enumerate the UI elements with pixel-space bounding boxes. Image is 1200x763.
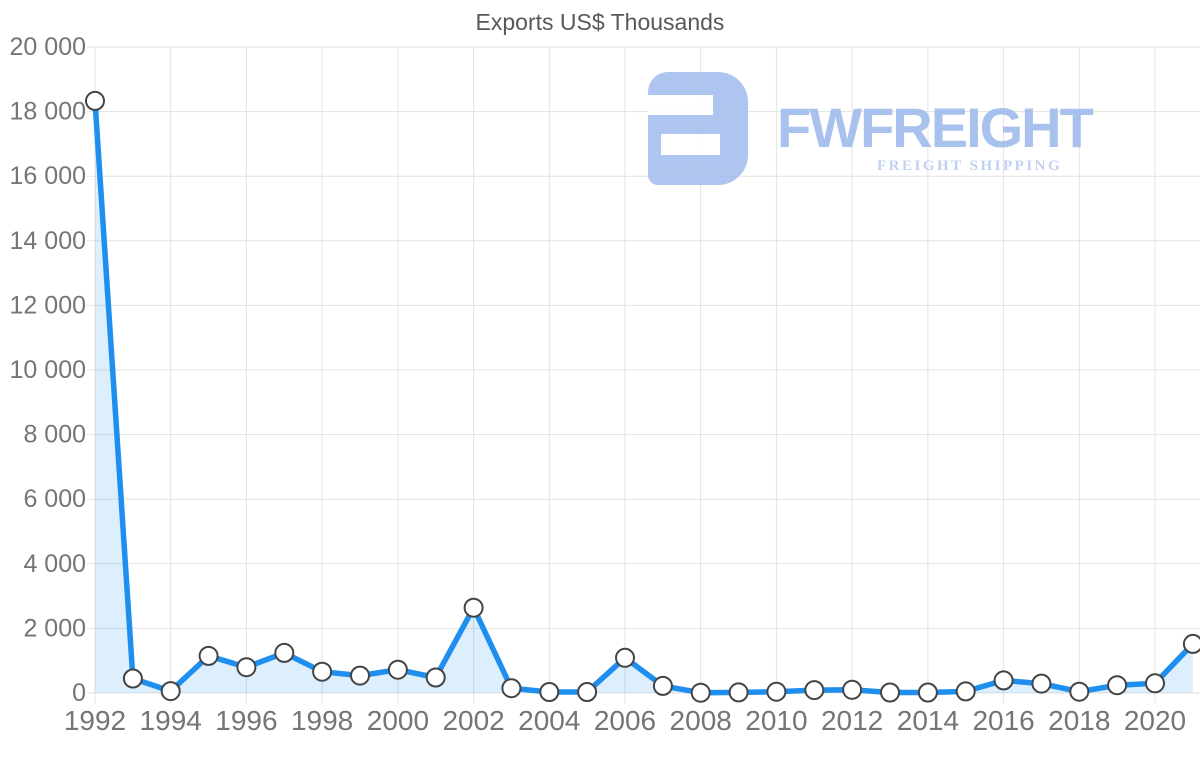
x-tick-label: 2006: [594, 705, 656, 736]
x-tick-label: 2020: [1124, 705, 1186, 736]
data-point-2012[interactable]: [842, 679, 863, 700]
data-point-2007[interactable]: [652, 675, 673, 696]
y-tick-label: 0: [72, 679, 86, 707]
y-tick-label: 16 000: [10, 162, 86, 190]
x-tick-label: 1994: [140, 705, 202, 736]
x-tick-label: 2016: [972, 705, 1034, 736]
data-point-2000[interactable]: [387, 659, 408, 680]
data-point-2004[interactable]: [539, 682, 560, 702]
y-tick-label: 20 000: [10, 33, 86, 61]
data-point-2006[interactable]: [615, 647, 635, 668]
data-point-2008[interactable]: [690, 682, 711, 703]
data-point-1994[interactable]: [160, 681, 181, 702]
x-tick-label: 2000: [367, 705, 429, 736]
x-tick-label: 2012: [821, 705, 883, 736]
x-tick-label: 1996: [215, 705, 277, 736]
data-point-2002[interactable]: [463, 597, 484, 618]
x-tick-label: 2002: [442, 705, 504, 736]
data-point-1996[interactable]: [236, 657, 257, 678]
data-point-2016[interactable]: [993, 670, 1014, 691]
y-tick-label: 6 000: [23, 485, 86, 513]
data-point-1997[interactable]: [274, 642, 295, 663]
data-point-1992[interactable]: [85, 90, 105, 111]
data-point-2005[interactable]: [577, 682, 598, 702]
data-point-1998[interactable]: [312, 661, 333, 682]
x-tick-label: 2008: [670, 705, 732, 736]
data-point-2015[interactable]: [955, 681, 976, 702]
data-point-1993[interactable]: [122, 668, 143, 689]
data-point-2010[interactable]: [766, 681, 787, 702]
data-point-2018[interactable]: [1069, 681, 1090, 702]
x-tick-label: 1992: [64, 705, 126, 736]
x-tick-label: 2018: [1048, 705, 1110, 736]
y-tick-label: 18 000: [10, 98, 86, 126]
series-line: [92, 98, 1196, 696]
y-tick-label: 14 000: [10, 227, 86, 255]
chart-title: Exports US$ Thousands: [475, 9, 725, 35]
y-tick-label: 10 000: [10, 356, 86, 384]
y-tick-label: 2 000: [23, 614, 86, 642]
x-tick-label: 2010: [745, 705, 807, 736]
y-tick-label: 8 000: [23, 421, 86, 449]
x-tick-label: 2014: [897, 705, 959, 736]
y-tick-label: 12 000: [10, 291, 86, 319]
data-point-2013[interactable]: [880, 682, 900, 703]
data-point-2020[interactable]: [1145, 673, 1165, 694]
data-point-2001[interactable]: [425, 667, 446, 688]
data-point-1995[interactable]: [198, 645, 219, 666]
y-tick-label: 4 000: [23, 550, 86, 578]
data-point-2014[interactable]: [917, 682, 938, 703]
data-point-2021[interactable]: [1182, 633, 1200, 654]
series-area: [95, 100, 1193, 693]
x-tick-label: 1998: [291, 705, 353, 736]
data-point-2019[interactable]: [1107, 675, 1128, 696]
data-point-2003[interactable]: [501, 678, 522, 699]
x-tick-label: 2004: [518, 705, 580, 736]
data-point-2017[interactable]: [1031, 673, 1052, 694]
data-point-2011[interactable]: [804, 680, 825, 701]
data-point-1999[interactable]: [350, 665, 370, 686]
data-point-2009[interactable]: [728, 682, 749, 703]
